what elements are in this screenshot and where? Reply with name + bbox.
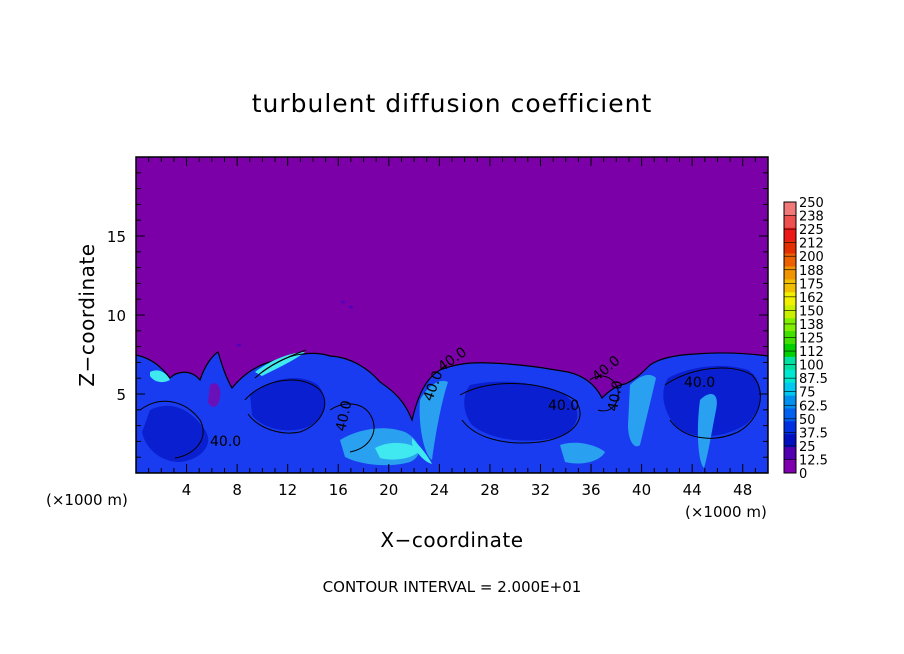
colorbar-swatch bbox=[784, 240, 796, 254]
contour-label: 40.0 bbox=[605, 379, 626, 412]
field-mid-blue bbox=[250, 377, 325, 431]
colorbar-label: 150 bbox=[799, 304, 824, 319]
x-tick-label: 28 bbox=[480, 481, 499, 499]
colorbar-label: 162 bbox=[799, 291, 824, 306]
chart-title: turbulent diffusion coefficient bbox=[252, 89, 653, 118]
colorbar-label: 62.5 bbox=[799, 399, 828, 414]
colorbar-swatch bbox=[784, 343, 796, 358]
x-tick-label: 36 bbox=[581, 481, 600, 499]
colorbar-swatch bbox=[784, 408, 796, 422]
colorbar-swatch bbox=[784, 395, 796, 409]
colorbar-swatch bbox=[784, 318, 796, 332]
field-speck bbox=[341, 300, 345, 304]
colorbar-swatch bbox=[784, 382, 796, 396]
colorbar-label: 0 bbox=[799, 467, 807, 482]
x-tick-label: 40 bbox=[632, 481, 651, 499]
colorbar-swatch bbox=[784, 369, 796, 383]
contour-interval-note: CONTOUR INTERVAL = 2.000E+01 bbox=[323, 578, 582, 596]
x-tick-label: 16 bbox=[329, 481, 348, 499]
colorbar-swatch bbox=[784, 279, 796, 293]
y-axis: 5 10 15 bbox=[107, 172, 768, 458]
colorbar-label: 200 bbox=[799, 250, 824, 265]
contour-line bbox=[139, 400, 204, 459]
x-tick-label: 32 bbox=[531, 481, 550, 499]
contour-line bbox=[261, 353, 305, 373]
x-tick-label: 12 bbox=[278, 481, 297, 499]
colorbar-swatch bbox=[784, 434, 796, 448]
x-tick-label: 4 bbox=[182, 481, 192, 499]
contour-label: 40.0 bbox=[210, 434, 241, 450]
field-light-blue bbox=[560, 442, 605, 464]
y-tick-label: 10 bbox=[107, 307, 126, 325]
contour-label: 40.0 bbox=[684, 375, 715, 391]
x-tick-label: 8 bbox=[232, 481, 242, 499]
colorbar-label: 238 bbox=[799, 210, 824, 225]
colorbar-swatch bbox=[784, 214, 796, 229]
x-tick-label: 48 bbox=[733, 481, 752, 499]
field-mid-blue bbox=[464, 381, 578, 441]
field-light-blue bbox=[628, 374, 656, 447]
colorbar-swatch bbox=[784, 202, 796, 216]
x-axis: 4 8 12 16 20 24 28 32 36 40 44 48 bbox=[148, 157, 756, 499]
colorbar-swatch bbox=[784, 356, 796, 371]
contour-line bbox=[329, 403, 375, 453]
colorbar-label: 112 bbox=[799, 345, 824, 360]
colorbar-label: 250 bbox=[799, 196, 824, 211]
colorbar-swatch bbox=[784, 253, 796, 267]
field-speck bbox=[237, 343, 241, 347]
colorbar-swatch bbox=[784, 305, 796, 319]
x-axis-label: X−coordinate bbox=[380, 528, 523, 552]
colorbar-swatch bbox=[784, 227, 796, 242]
colorbar-swatch bbox=[784, 447, 796, 461]
field-light-blue bbox=[419, 380, 448, 460]
x-tick-label: 44 bbox=[683, 481, 702, 499]
field-cyan bbox=[150, 370, 170, 383]
x-tick-label: 20 bbox=[379, 481, 398, 499]
colorbar-swatch bbox=[784, 460, 796, 474]
x-unit-right: (×1000 m) bbox=[685, 503, 767, 521]
colorbar-swatch bbox=[784, 292, 796, 306]
colorbar: 2502382252122001881751621501381251121008… bbox=[783, 196, 828, 482]
field-cyan bbox=[412, 438, 432, 464]
colorbar-swatch bbox=[784, 266, 796, 280]
x-tick-label: 24 bbox=[430, 481, 449, 499]
y-axis-label: Z−coordinate bbox=[75, 243, 99, 386]
contour-label: 40.0 bbox=[333, 399, 355, 433]
field-cyan bbox=[255, 352, 305, 376]
contour-line bbox=[244, 379, 326, 434]
colorbar-label: 50 bbox=[799, 413, 816, 428]
colorbar-swatch bbox=[784, 421, 796, 435]
y-tick-label: 15 bbox=[107, 228, 126, 246]
y-tick-label: 5 bbox=[116, 386, 126, 404]
colorbar-label: 212 bbox=[799, 237, 824, 252]
contour-line bbox=[459, 383, 581, 444]
field-speck bbox=[349, 305, 353, 309]
colorbar-label: 87.5 bbox=[799, 372, 828, 387]
x-unit-left: (×1000 m) bbox=[46, 491, 128, 509]
colorbar-label: 37.5 bbox=[799, 426, 828, 441]
turbulence-field bbox=[136, 300, 768, 473]
field-cyan bbox=[375, 442, 420, 460]
colorbar-label: 188 bbox=[799, 264, 824, 279]
contour-line bbox=[589, 375, 619, 412]
colorbar-label: 25 bbox=[799, 440, 816, 455]
colorbar-label: 138 bbox=[799, 318, 824, 333]
colorbar-label: 100 bbox=[799, 359, 824, 374]
field-light-blue bbox=[697, 394, 717, 468]
contour-line bbox=[664, 367, 761, 439]
colorbar-label: 175 bbox=[799, 277, 824, 292]
field-mid-blue bbox=[142, 405, 209, 462]
field-magenta-patch bbox=[208, 383, 221, 407]
colorbar-label: 125 bbox=[799, 332, 824, 347]
colorbar-label: 75 bbox=[799, 386, 816, 401]
contour-label: 40.0 bbox=[548, 398, 579, 414]
colorbar-label: 225 bbox=[799, 223, 824, 238]
colorbar-label: 12.5 bbox=[799, 453, 828, 468]
